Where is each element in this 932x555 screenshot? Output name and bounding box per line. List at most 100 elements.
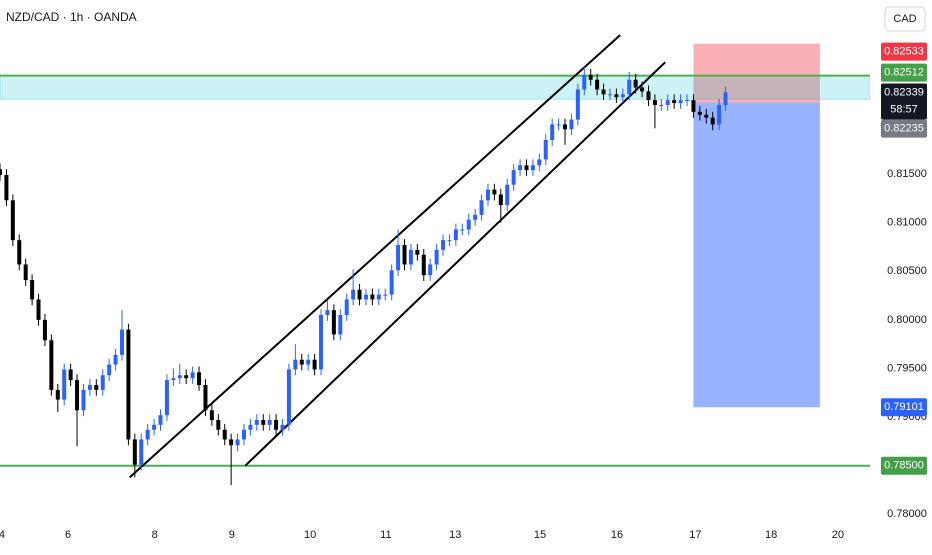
candle-body [42,319,47,341]
candle-body [100,375,105,390]
candle-body [678,100,683,104]
candle-body [601,89,606,95]
price-badge [881,456,927,475]
candle-body [575,89,580,120]
candle-body [652,100,657,105]
y-tick-label: 0.80000 [887,314,927,326]
candle-body [261,420,266,425]
price-badge-label: 0.82512 [884,67,924,79]
x-tick-label: 11 [380,529,391,541]
candle-body [511,170,516,185]
candle-body [518,165,523,171]
candle-body [363,294,368,300]
candle-body [627,79,632,95]
candle-body [723,92,728,105]
price-badge [881,398,927,417]
candle-body [672,100,677,104]
candle-body [389,270,394,295]
candle-body [485,189,490,201]
candle-body [338,315,343,335]
stop-zone [693,43,820,103]
candle-body [659,105,664,106]
candle-body [23,264,28,280]
candle-body [479,200,484,215]
candle-body [588,74,593,80]
candle-body [81,389,86,411]
candle-body [441,240,446,250]
candle-body [222,429,227,440]
channel-line [244,61,666,467]
candle-body [665,100,670,105]
candle-body [710,117,715,125]
candle-body [0,169,2,175]
candle-body [453,229,458,241]
y-tick-label: 0.81500 [887,168,927,180]
candle-body [466,219,471,230]
candle-body [408,249,413,265]
candle-body [428,264,433,276]
countdown: 58:57 [890,103,918,115]
price-badge-label: 0.82235 [884,122,924,134]
x-tick-label: 20 [832,529,844,541]
candle-body [396,245,401,271]
candle-body [492,189,497,195]
candle-body [569,119,574,130]
candle-body [383,294,388,296]
x-tick-label: 16 [611,529,623,541]
y-tick-label: 0.79500 [887,362,927,374]
candle-body [4,175,9,201]
candle-body [299,359,304,365]
candle-body [543,140,548,160]
candle-body [119,329,124,355]
y-tick-label: 0.78000 [887,508,927,520]
candle-body [614,94,619,98]
x-tick-label: 17 [689,529,701,541]
candle-body [107,364,112,376]
candle-body [319,315,324,370]
currency-label[interactable]: CAD [893,13,916,25]
candle-body [152,424,157,430]
candle-body [325,310,330,315]
candle-body [376,294,381,300]
candle-body [177,375,182,379]
candle-body [312,359,317,370]
x-tick-label: 15 [534,529,546,541]
candle-body [556,124,561,126]
candle-body [717,105,722,125]
price-badge-label: 0.82533 [884,46,924,58]
candle-body [241,429,246,440]
candle-body [370,294,375,300]
y-tick-label: 0.81000 [887,217,927,229]
candle-body [691,100,696,112]
candle-body [595,79,600,90]
candle-body [229,439,234,446]
candle-body [460,229,465,231]
candle-body [235,439,240,446]
candle-body [563,124,568,130]
x-tick-label: 9 [229,529,235,541]
candle-body [190,372,195,379]
candle-body [158,415,163,425]
candle-body [293,359,298,370]
candle-body [10,200,15,241]
candle-body [68,369,73,381]
candle-body [267,420,272,425]
currency-button[interactable] [884,6,926,32]
chart-title: NZD/CAD · 1h · OANDA [6,10,137,24]
price-badge [881,119,927,138]
candle-body [357,289,362,300]
candle-body [126,329,131,440]
price-badge-label: 0.78500 [884,460,924,472]
candle-body [87,385,92,390]
candle-body [139,439,144,465]
candle-body [145,429,150,440]
candle-body [171,378,176,381]
candle-body [49,340,54,390]
price-badge-label: 0.82339 [884,86,924,98]
x-tick-label: 10 [304,529,316,541]
candle-body [646,91,651,101]
candle-body [17,240,22,265]
candle-body [209,410,214,420]
candle-body [530,165,535,171]
